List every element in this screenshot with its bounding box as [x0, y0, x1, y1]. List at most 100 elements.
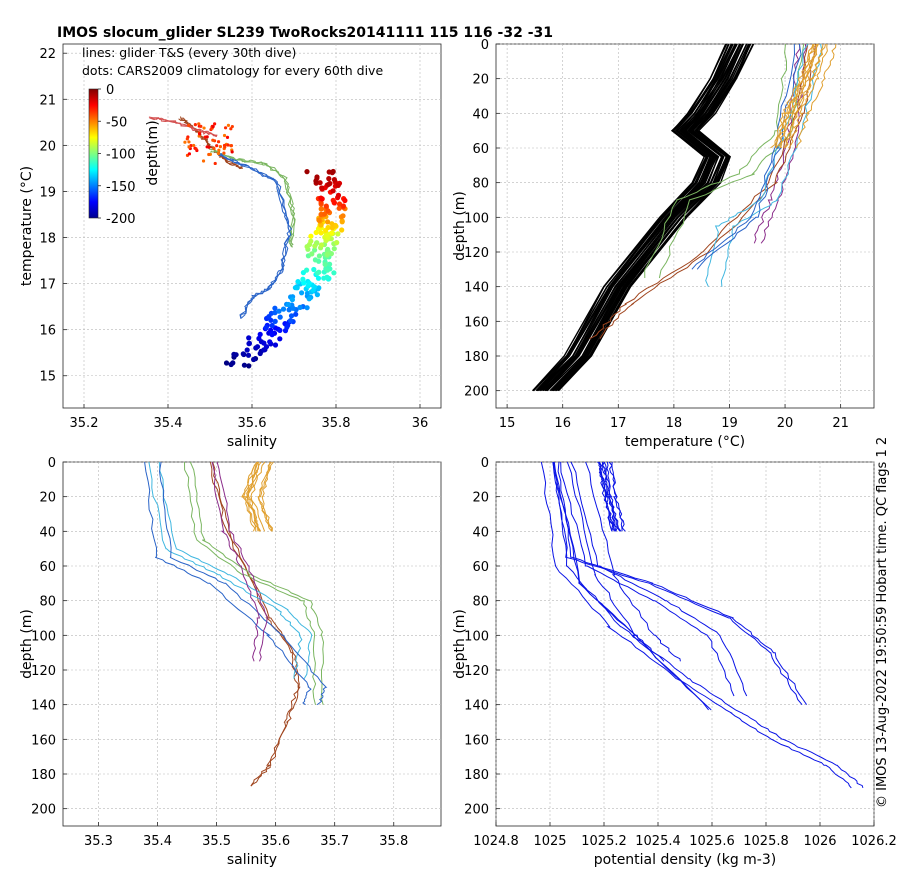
glider-profile-line: [658, 43, 805, 279]
climatology-dot: [306, 280, 312, 286]
glider-ts-point: [222, 133, 227, 138]
climatology-dot: [330, 168, 336, 175]
glider-profile-line: [778, 43, 819, 149]
climatology-dot: [324, 232, 330, 238]
y-tick-label: 180: [464, 768, 489, 783]
x-tick-label: 35.6: [238, 416, 267, 431]
glider-ts-line: [220, 152, 292, 319]
climatology-dot: [300, 276, 306, 282]
glider-profile-line: [784, 43, 824, 149]
y-tick-label: 15: [39, 370, 56, 385]
glider-ts-point: [202, 126, 206, 130]
colorbar-tick-label: -100: [106, 148, 136, 163]
x-tick-label: 18: [666, 416, 683, 431]
glider-profile-line: [158, 461, 313, 679]
climatology-dot: [318, 242, 325, 248]
glider-profile-line: [608, 461, 623, 532]
x-tick-label: 35.4: [154, 416, 183, 431]
climatology-dot: [314, 292, 320, 298]
climatology-dot: [263, 325, 269, 331]
series-group: [532, 43, 837, 392]
glider-profile-line: [552, 461, 864, 789]
climatology-dot: [328, 251, 334, 257]
y-tick-label: 200: [464, 385, 489, 400]
glider-ts-point: [201, 159, 206, 163]
chart-title: IMOS slocum_glider SL239 TwoRocks2014111…: [57, 25, 553, 41]
glider-profile-line: [602, 461, 617, 532]
plot-area: [495, 43, 875, 409]
climatology-dot: [313, 229, 319, 236]
x-tick-label: 17: [610, 416, 627, 431]
glider-ts-line: [218, 154, 292, 319]
glider-ts-point: [197, 122, 201, 126]
climatology-dot: [231, 351, 237, 357]
y-tick-label: 21: [39, 93, 56, 108]
climatology-dot: [293, 311, 299, 317]
climatology-dot: [331, 177, 337, 183]
x-tick-label: 35.7: [320, 834, 349, 849]
climatology-dot: [325, 219, 331, 225]
glider-profile-line: [691, 43, 796, 270]
climatology-dot: [321, 211, 327, 217]
glider-profile-line: [720, 43, 823, 287]
legend-line: lines: glider T&S (every 30th dive): [82, 45, 296, 60]
climatology-dot: [251, 356, 257, 363]
climatology-dot: [309, 251, 315, 257]
x-tick-label: 1026.2: [851, 834, 897, 849]
panel-ts: 35.2 35.4 35.6 35.8 36 15 16 17 18 19 20 21 22 salini…: [19, 43, 442, 450]
glider-profile-line: [779, 43, 818, 149]
legend-line: dots: CARS2009 climatology for every 60t…: [82, 63, 383, 78]
glider-ts-point: [187, 123, 191, 128]
climatology-dot: [269, 322, 275, 329]
y-tick-label: 40: [472, 107, 489, 122]
glider-ts-point: [193, 122, 197, 127]
climatology-dot: [316, 217, 322, 223]
climatology-dot: [304, 169, 310, 175]
y-tick-label: 140: [31, 699, 56, 714]
climatology-dot: [246, 341, 252, 347]
climatology-dot: [327, 261, 333, 267]
x-tick-label: 1025.8: [743, 834, 789, 849]
x-tick-label: 1025: [533, 834, 566, 849]
glider-ts-point: [205, 135, 209, 139]
x-axis-label: potential density (kg m-3): [594, 852, 776, 868]
climatology-dot: [269, 332, 275, 338]
climatology-dot: [336, 205, 342, 211]
glider-profile-line: [557, 461, 808, 705]
climatology-dot: [257, 331, 263, 337]
x-tick-label: 35.6: [261, 834, 290, 849]
glider-ts-point: [217, 148, 221, 152]
y-tick-label: 160: [464, 315, 489, 330]
y-tick-label: 80: [472, 177, 489, 192]
climatology-dot: [318, 230, 324, 236]
glider-profile-line: [209, 461, 300, 787]
glider-ts-point: [207, 152, 211, 157]
x-tick-label: 35.8: [322, 416, 351, 431]
glider-ts-point: [185, 137, 189, 141]
climatology-dot: [294, 285, 300, 291]
glider-profile-line: [540, 461, 852, 789]
glider-ts-point: [216, 140, 221, 144]
climatology-dot: [339, 218, 345, 224]
y-tick-label: 19: [39, 185, 56, 200]
climatology-dot: [312, 247, 318, 253]
x-axis-label: temperature (°C): [625, 434, 745, 450]
panel-temp-depth: 15 16 17 18 19 20 21 0 20 40 60 80 100 120 140 160 180 20…: [452, 38, 875, 450]
climatology-profile-line: [539, 43, 736, 392]
climatology-dot: [318, 195, 324, 201]
colorbar: [88, 88, 99, 219]
colorbar-tick-label: -150: [106, 180, 136, 195]
climatology-dot: [322, 261, 328, 267]
y-tick-label: 140: [464, 281, 489, 296]
climatology-dot: [312, 243, 318, 249]
y-tick-label: 20: [472, 491, 489, 506]
climatology-dot: [316, 253, 322, 259]
glider-profile-line: [560, 461, 735, 697]
glider-profile-line: [184, 461, 317, 705]
climatology-dot: [331, 270, 337, 276]
x-tick-label: 1024.8: [473, 834, 519, 849]
y-tick-label: 180: [31, 768, 56, 783]
y-tick-label: 18: [39, 232, 56, 247]
climatology-dot: [324, 267, 331, 273]
glider-profile-line: [795, 43, 837, 149]
